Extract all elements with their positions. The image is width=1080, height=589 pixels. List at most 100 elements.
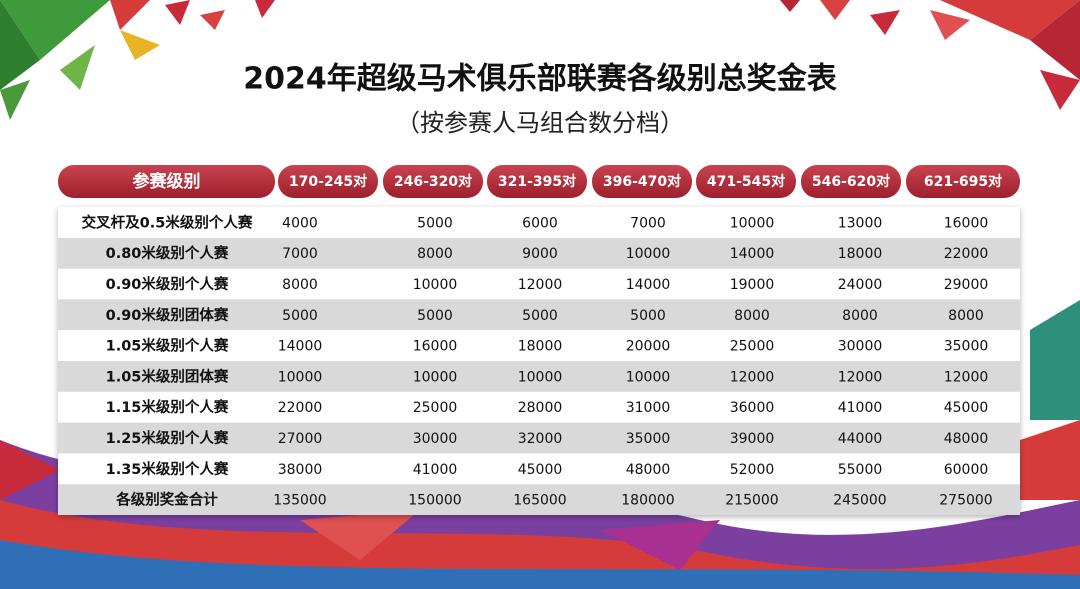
- cell-value: 44000: [838, 431, 883, 447]
- cell-value: 18000: [518, 339, 563, 355]
- cell-value: 29000: [944, 277, 989, 293]
- cell-value: 12000: [944, 369, 989, 385]
- row-label: 1.05米级别个人赛: [106, 337, 229, 355]
- title: 2024年超级马术俱乐部联赛各级别总奖金表: [243, 62, 837, 97]
- cell-value: 32000: [518, 431, 563, 447]
- header-cell: [58, 165, 275, 198]
- row-stripe: [58, 237, 1020, 269]
- cell-value: 7000: [630, 215, 666, 231]
- cell-value: 9000: [522, 246, 558, 262]
- subtitle: （按参赛人马组合数分档）: [396, 109, 684, 137]
- cell-value: 8000: [948, 308, 984, 324]
- table: 参赛级别 170-245对 246-320对 321-395对 396-470对 471-…: [58, 165, 1020, 515]
- cell-value: 10000: [626, 246, 671, 262]
- header-cell: [278, 165, 378, 198]
- cell-value: 135000: [273, 493, 326, 509]
- cell-value: 52000: [730, 462, 775, 478]
- row-label: 1.25米级别个人赛: [106, 429, 229, 447]
- row-stripe: [58, 484, 1020, 515]
- header-label: 170-245对: [289, 173, 367, 190]
- row-label: 1.15米级别个人赛: [106, 398, 229, 416]
- header-label: 396-470对: [603, 173, 681, 190]
- cell-value: 38000: [278, 462, 323, 478]
- cell-value: 28000: [518, 400, 563, 416]
- cell-value: 165000: [513, 493, 566, 509]
- cell-value: 41000: [838, 400, 883, 416]
- row-label: 0.80米级别个人赛: [106, 244, 229, 262]
- cell-value: 39000: [730, 431, 775, 447]
- header-cell: [487, 165, 587, 198]
- cell-value: 275000: [939, 493, 992, 509]
- cell-value: 45000: [944, 400, 989, 416]
- cell-value: 10000: [413, 277, 458, 293]
- cell-value: 180000: [621, 493, 674, 509]
- cell-value: 7000: [282, 246, 318, 262]
- cell-value: 10000: [413, 369, 458, 385]
- cell-value: 14000: [626, 277, 671, 293]
- cell-value: 5000: [630, 308, 666, 324]
- cell-value: 22000: [278, 400, 323, 416]
- row-label: 1.35米级别个人赛: [106, 460, 229, 478]
- cell-value: 16000: [944, 215, 989, 231]
- header-label: 参赛级别: [133, 171, 201, 192]
- cell-value: 19000: [730, 277, 775, 293]
- cell-value: 14000: [278, 339, 323, 355]
- cell-value: 12000: [730, 369, 775, 385]
- header-cell: [906, 165, 1020, 198]
- cell-value: 16000: [413, 339, 458, 355]
- cell-value: 60000: [944, 462, 989, 478]
- row-stripe: [58, 361, 1020, 392]
- cell-value: 25000: [730, 339, 775, 355]
- cell-value: 8000: [282, 277, 318, 293]
- cell-value: 8000: [734, 308, 770, 324]
- cell-value: 6000: [522, 215, 558, 231]
- row-label: 各级别奖金合计: [115, 491, 218, 509]
- header-label: 246-320对: [394, 173, 472, 190]
- cell-value: 24000: [838, 277, 883, 293]
- header-label: 621-695对: [924, 173, 1002, 190]
- cell-value: 41000: [413, 462, 458, 478]
- cell-value: 5000: [282, 308, 318, 324]
- header-label: 471-545对: [707, 173, 785, 190]
- cell-value: 48000: [944, 431, 989, 447]
- header-cell: [592, 165, 692, 198]
- cell-value: 35000: [944, 339, 989, 355]
- cell-value: 30000: [838, 339, 883, 355]
- cell-value: 18000: [838, 246, 883, 262]
- cell-value: 22000: [944, 246, 989, 262]
- cell-value: 8000: [842, 308, 878, 324]
- cell-value: 10000: [730, 215, 775, 231]
- row-label: 0.90米级别团体赛: [106, 306, 229, 324]
- cell-value: 13000: [838, 215, 883, 231]
- cell-value: 31000: [626, 400, 671, 416]
- cell-value: 150000: [408, 493, 461, 509]
- cell-value: 5000: [417, 215, 453, 231]
- row-label: 1.05米级别团体赛: [106, 367, 229, 385]
- row-stripe: [58, 422, 1020, 454]
- cell-value: 8000: [417, 246, 453, 262]
- cell-value: 14000: [730, 246, 775, 262]
- cell-value: 5000: [417, 308, 453, 324]
- cell-value: 12000: [838, 369, 883, 385]
- header-cell: [383, 165, 483, 198]
- cell-value: 25000: [413, 400, 458, 416]
- cell-value: 5000: [522, 308, 558, 324]
- cell-value: 35000: [626, 431, 671, 447]
- cell-value: 245000: [833, 493, 886, 509]
- cell-value: 20000: [626, 339, 671, 355]
- cell-value: 27000: [278, 431, 323, 447]
- cell-value: 4000: [282, 215, 318, 231]
- cell-value: 30000: [413, 431, 458, 447]
- header-cell: [801, 165, 901, 198]
- header-label: 546-620对: [812, 173, 890, 190]
- header-cell: [696, 165, 796, 198]
- cell-value: 10000: [518, 369, 563, 385]
- cell-value: 48000: [626, 462, 671, 478]
- cell-value: 215000: [725, 493, 778, 509]
- row-label: 0.90米级别个人赛: [106, 275, 229, 293]
- row-label: 交叉杆及0.5米级别个人赛: [82, 213, 253, 231]
- cell-value: 55000: [838, 462, 883, 478]
- header-label: 321-395对: [498, 173, 576, 190]
- cell-value: 36000: [730, 400, 775, 416]
